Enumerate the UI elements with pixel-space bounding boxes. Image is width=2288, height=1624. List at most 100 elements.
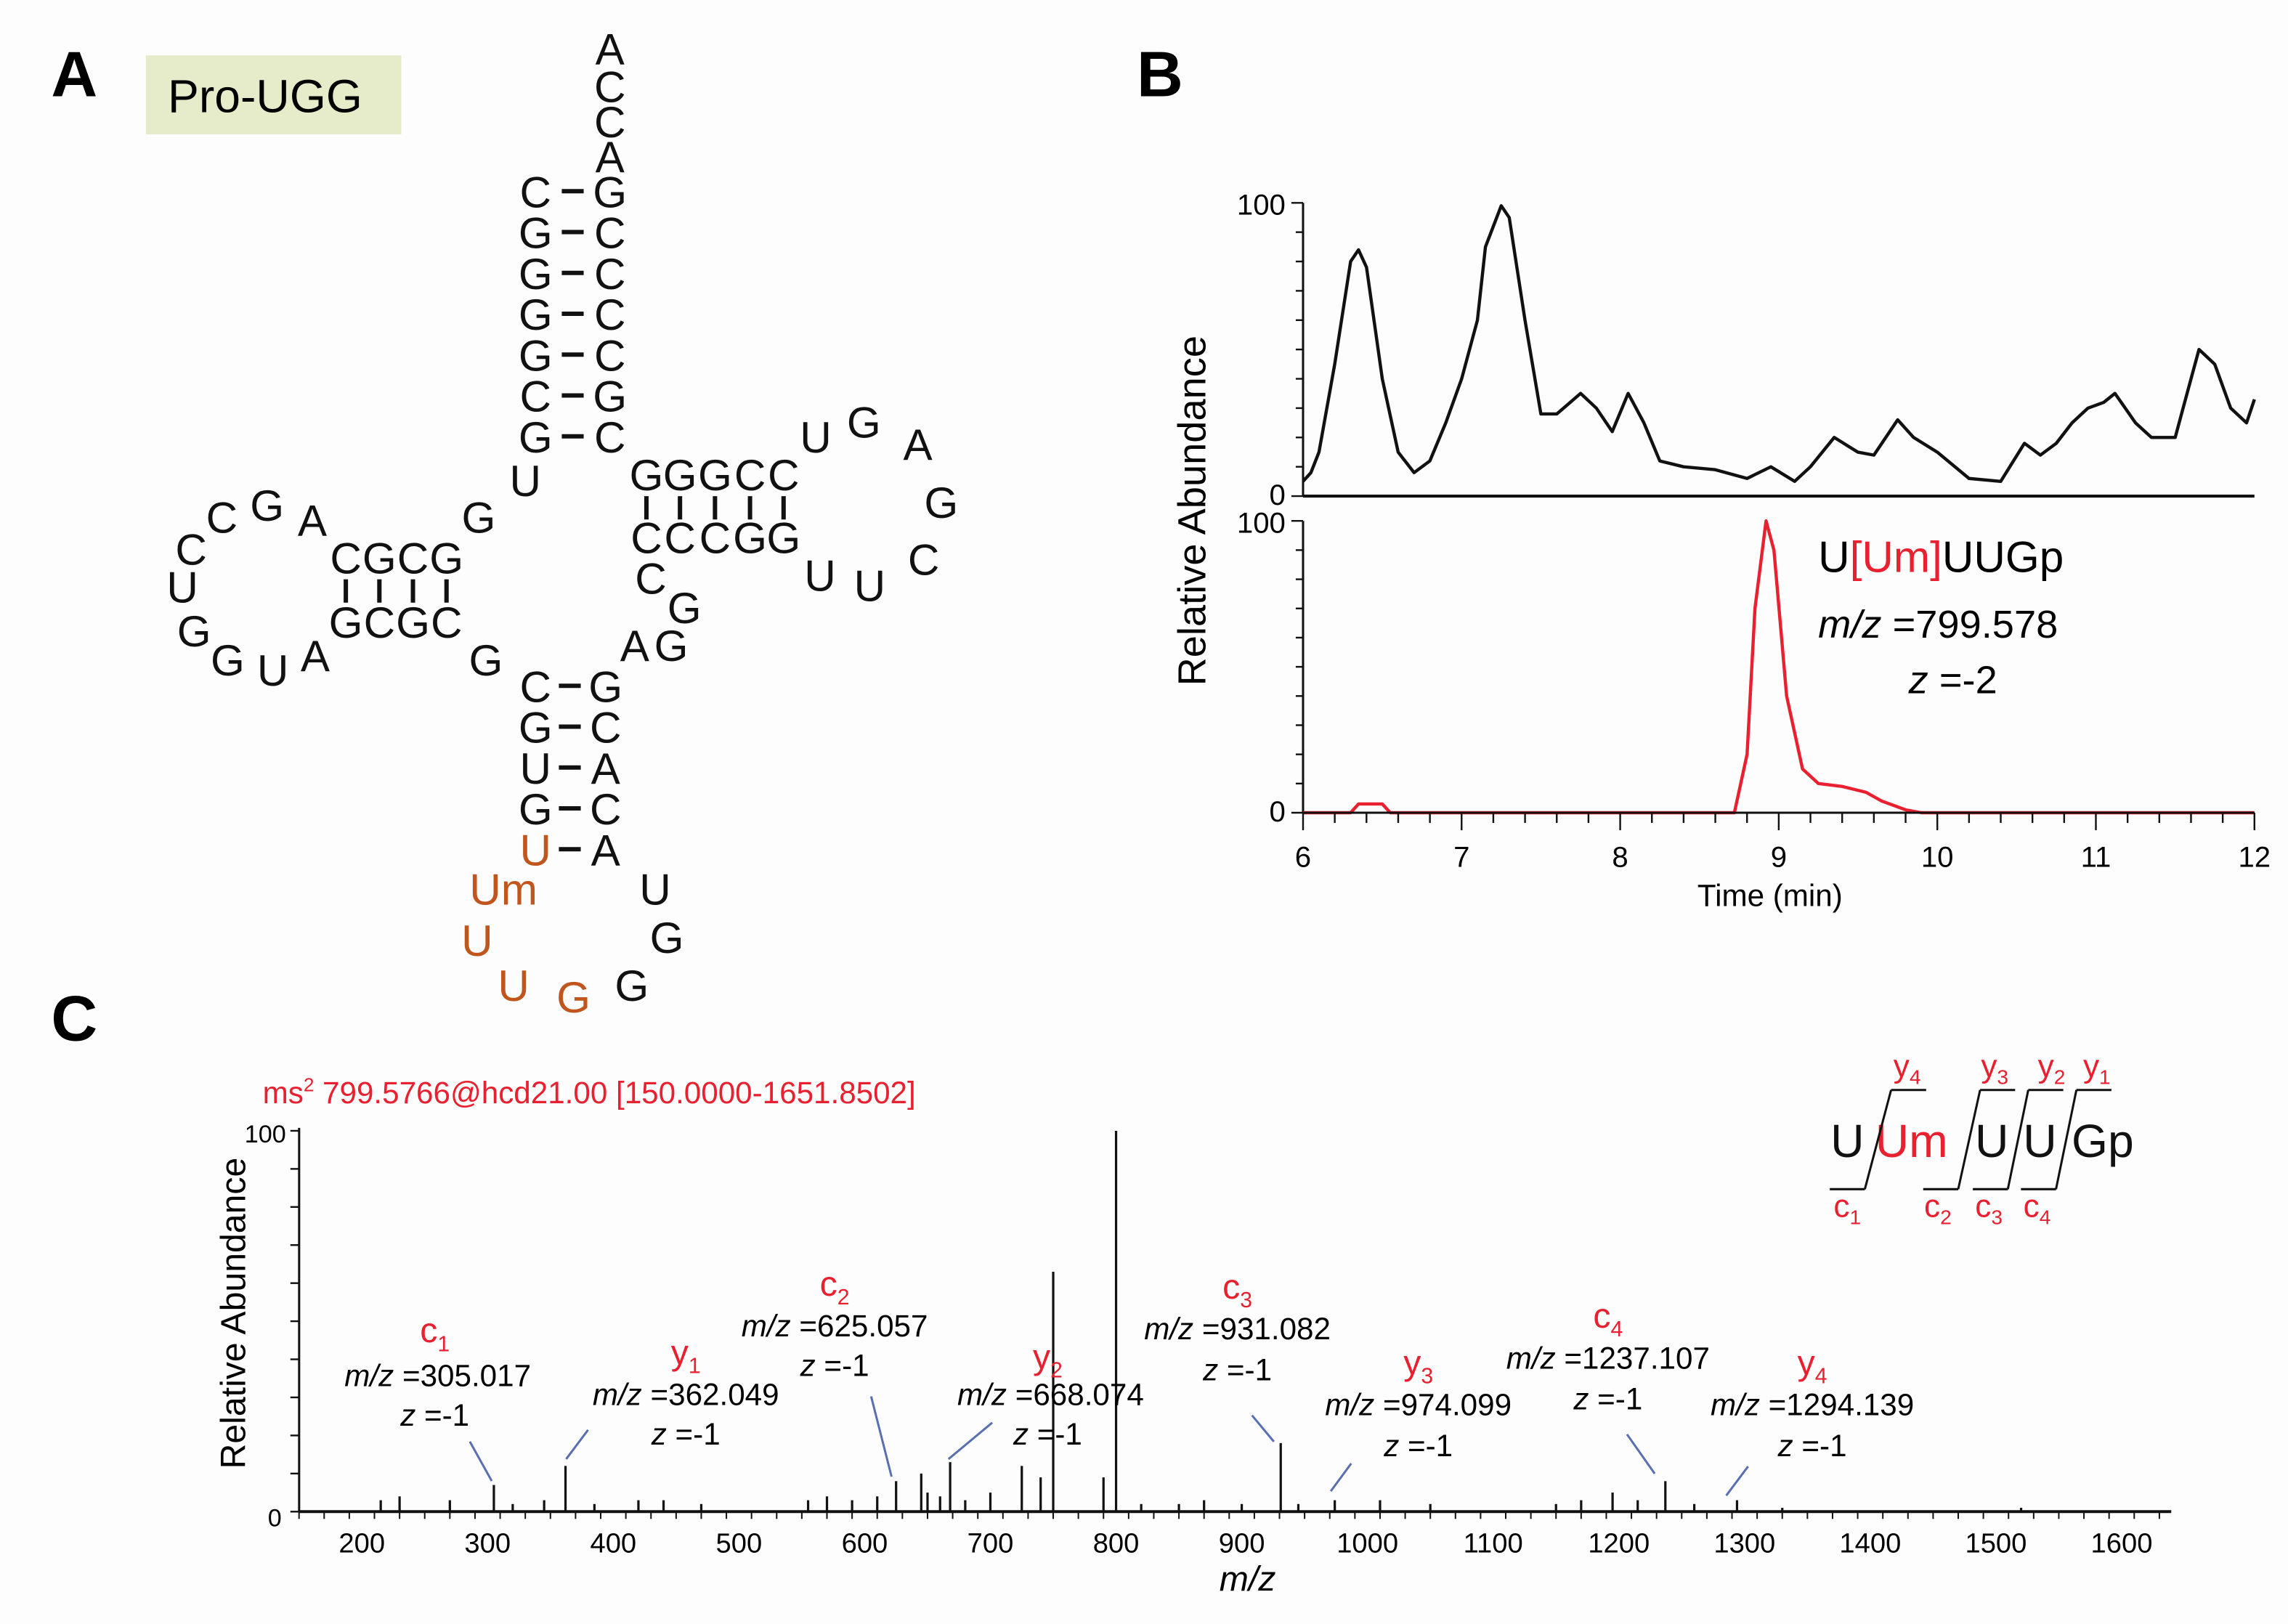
trna-name: Pro-UGG: [168, 70, 362, 123]
leader-line: [1626, 1433, 1656, 1474]
nucleotide: C: [594, 97, 626, 147]
residue: U: [1830, 1115, 1864, 1167]
z-value: =-1: [1399, 1429, 1453, 1463]
fragment-mz: m/z =362.049: [593, 1378, 779, 1412]
cleavage-slash: [1957, 1089, 1981, 1190]
fragment-mz: m/z =668.074: [957, 1378, 1144, 1412]
fragment-charge: z =-1: [651, 1417, 721, 1451]
y-ion-label: y2: [2038, 1049, 2066, 1089]
x-tick-label: 400: [590, 1528, 636, 1559]
title-part: ms: [263, 1076, 304, 1110]
leader-line: [565, 1429, 589, 1460]
z-value: =-1: [667, 1417, 721, 1451]
mz-label: m/z: [1818, 603, 1881, 646]
nucleotide: G: [250, 481, 284, 530]
mz-value: =1294.139: [1760, 1388, 1914, 1422]
leader-line: [947, 1421, 994, 1461]
z-value: =-1: [1218, 1352, 1272, 1387]
ion-subscript: 4: [2040, 1206, 2051, 1229]
fragment-charge: z =-1: [1013, 1417, 1082, 1451]
ion-subscript: 3: [1240, 1288, 1252, 1312]
z-label: z: [800, 1348, 816, 1382]
y-ion-label: y4: [1894, 1049, 1921, 1089]
ion-letter: y: [1033, 1337, 1050, 1376]
nucleotide: Um: [469, 865, 537, 914]
nucleotide: G: [329, 598, 363, 647]
ion-letter: c: [1593, 1296, 1610, 1336]
y-ion-label: y1: [2083, 1049, 2111, 1089]
chromatogram-bottom: 0 100: [1237, 506, 2255, 828]
c-ion-label: c1: [1833, 1188, 1861, 1228]
nucleotide: U: [509, 456, 541, 506]
c-ion-label: c2: [1924, 1188, 1952, 1228]
nucleotide: G: [593, 167, 627, 216]
cleavage-slash: [2006, 1089, 2029, 1190]
nucleotide: G: [519, 208, 553, 258]
nucleotide: G: [362, 534, 397, 583]
nucleotide: C: [635, 554, 667, 604]
nucleotide: U: [166, 563, 198, 612]
ion-letter: c: [820, 1264, 837, 1304]
z-label: z: [399, 1398, 415, 1432]
seq-modified: Um: [1862, 532, 1930, 582]
ion-label: c3: [1222, 1267, 1252, 1312]
x-tick-label: 1600: [2091, 1528, 2153, 1559]
ion-subscript: 2: [837, 1286, 850, 1310]
ion-subscript: 1: [1850, 1206, 1862, 1229]
nucleotide: U: [804, 551, 836, 601]
x-tick-label: 8: [1612, 840, 1628, 873]
nucleotide: C: [594, 290, 626, 339]
ion-letter: c: [1833, 1188, 1849, 1224]
nucleotide: G: [588, 662, 622, 711]
x-tick-label: 1500: [1965, 1528, 2027, 1559]
nucleotide: G: [211, 636, 245, 685]
nucleotide: C: [630, 513, 662, 562]
fragment-mz: m/z =305.017: [344, 1359, 531, 1393]
nucleotide: U: [257, 646, 289, 695]
cleavage-slash: [2055, 1089, 2078, 1190]
z-value: =-1: [1793, 1429, 1847, 1463]
nucleotide: C: [768, 450, 800, 500]
x-tick-label: 1100: [1464, 1528, 1523, 1559]
z-value: =-2: [1928, 658, 1997, 702]
ion-letter: y: [2038, 1049, 2054, 1084]
nucleotide: G: [177, 606, 211, 656]
nucleotide: U: [800, 413, 832, 462]
panel-label-b: B: [1137, 38, 1183, 110]
mz-label: m/z: [593, 1378, 642, 1412]
nucleotide: A: [298, 495, 328, 545]
leader-line: [1725, 1466, 1749, 1497]
mz-label: m/z: [1144, 1312, 1193, 1346]
ion-subscript: 1: [689, 1354, 701, 1378]
nucleotide: A: [620, 621, 650, 670]
nucleotide: C: [520, 662, 552, 711]
ion-subscript: 3: [1421, 1364, 1433, 1388]
ion-label: y1: [671, 1333, 701, 1378]
nucleotide: C: [664, 513, 696, 562]
nucleotide: G: [924, 478, 958, 527]
nucleotide: C: [330, 534, 362, 583]
z-label: z: [1013, 1417, 1029, 1451]
residue: U: [1975, 1115, 2008, 1167]
ion-subscript: 2: [2054, 1066, 2066, 1089]
nucleotide: G: [396, 598, 430, 647]
fragment-mz: m/z =1237.107: [1506, 1341, 1710, 1375]
z-label: z: [1383, 1429, 1399, 1463]
mz-label: m/z: [957, 1378, 1007, 1412]
oligo-sequence: U[Um]UUGp: [1818, 532, 2064, 582]
x-tick-label: 300: [464, 1528, 511, 1559]
ms2-spectrum: ms2 799.5766@hcd21.00 [150.0000-1651.850…: [214, 1049, 2172, 1599]
ion-letter: c: [1222, 1267, 1240, 1307]
mz-value: =668.074: [1007, 1378, 1144, 1412]
fragment-charge: z =-1: [1202, 1352, 1272, 1387]
z-label: z: [1573, 1382, 1589, 1416]
x-tick-label: 1200: [1588, 1528, 1650, 1559]
x-tick-label: 900: [1219, 1528, 1265, 1559]
seq-part: [: [1850, 532, 1862, 582]
chromatogram-trace: [1302, 204, 2256, 483]
ion-subscript: 4: [1815, 1364, 1827, 1388]
z-value: =-1: [1029, 1417, 1082, 1451]
ion-subscript: 1: [2099, 1066, 2111, 1089]
